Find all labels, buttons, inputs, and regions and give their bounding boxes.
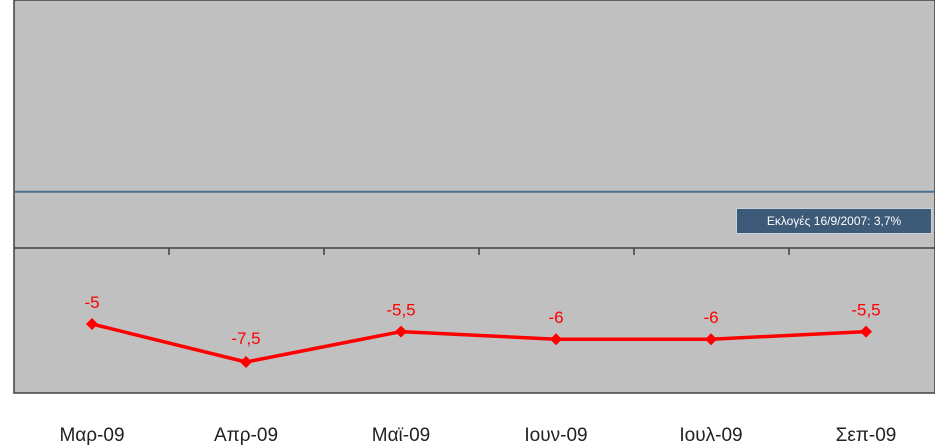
data-point-marker	[705, 333, 717, 346]
data-label: -6	[548, 308, 563, 327]
data-point-marker	[860, 325, 872, 338]
data-label: -5,5	[386, 301, 415, 320]
data-label: -7,5	[231, 329, 260, 348]
x-tick-label: Ιουν-09	[524, 425, 587, 445]
data-label: -5,5	[851, 301, 880, 320]
data-point-marker	[395, 325, 407, 338]
x-tick-label: Απρ-09	[214, 425, 278, 445]
series-line	[91, 322, 867, 364]
data-label: -6	[703, 308, 718, 327]
x-tick-label: Μαϊ-09	[372, 425, 431, 445]
data-point-marker	[550, 333, 562, 346]
x-tick-label: Μαρ-09	[59, 425, 124, 445]
x-tick-label: Σεπ-09	[836, 425, 897, 445]
data-point-marker	[86, 318, 98, 330]
x-tick-label: Ιουλ-09	[679, 425, 742, 445]
data-label: -5	[84, 293, 99, 312]
reference-annotation: Εκλογές 16/9/2007: 3,7%	[736, 208, 932, 234]
data-point-marker	[240, 356, 252, 368]
plot-area	[13, 0, 935, 394]
